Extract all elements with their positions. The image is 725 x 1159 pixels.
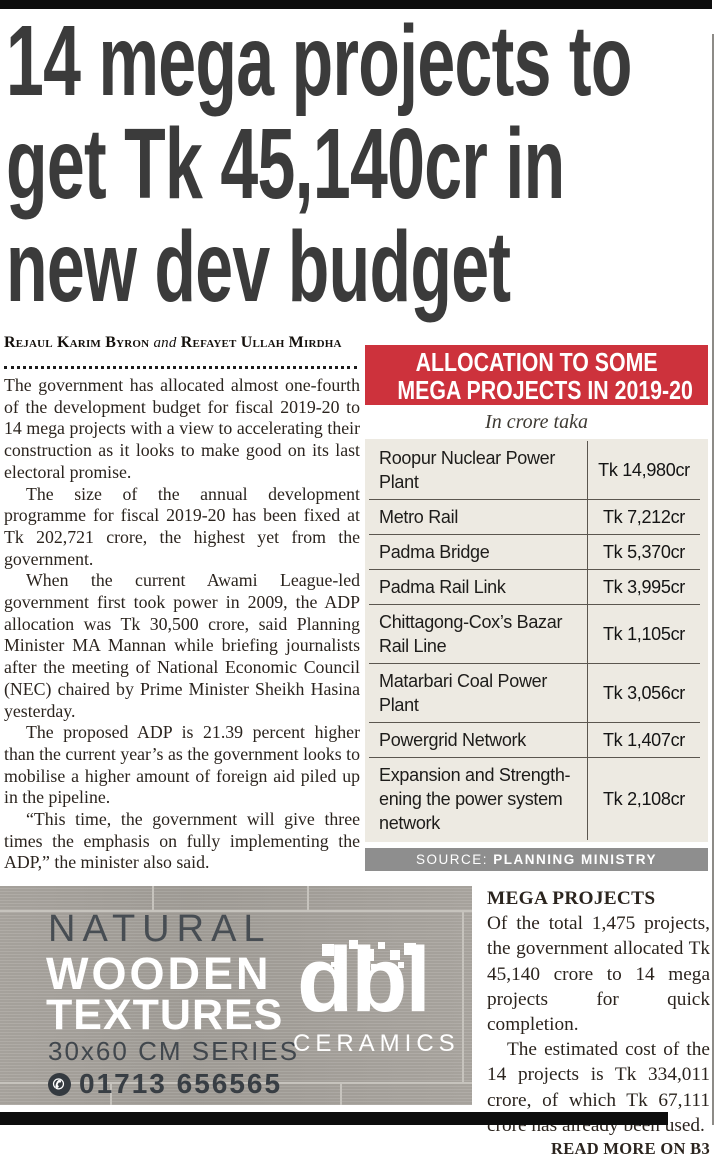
- article-paragraph: “This time, the government will give thr…: [4, 809, 360, 873]
- project-name: Expansion and Strength-ening the power s…: [379, 765, 571, 833]
- allocation-table: Roopur Nuclear Power Plant Tk 14,980cr M…: [365, 439, 708, 842]
- article-body: The government has allocated almost one-…: [4, 375, 360, 874]
- tile-grid-line: [152, 886, 154, 910]
- project-allocation: Tk 3,056cr: [587, 664, 700, 722]
- tile-grid-line: [110, 1084, 112, 1105]
- tile-grid-line: [0, 910, 472, 912]
- dbl-ceramics-logo: dbl CERAMICS: [293, 932, 460, 1058]
- advert-phone-number: 01713 656565: [79, 1068, 283, 1099]
- infographic-title-line-2: MEGA PROJECTS IN 2019-20: [397, 375, 693, 405]
- project-allocation: Tk 5,370cr: [587, 535, 700, 569]
- advert-line-textures: TEXTURES: [46, 991, 284, 1039]
- source-bar: SOURCE: PLANNING MINISTRY: [365, 848, 708, 871]
- byline-dotted-rule: [4, 360, 357, 369]
- project-allocation: Tk 7,212cr: [587, 500, 700, 534]
- project-allocation: Tk 14,980cr: [587, 441, 700, 499]
- project-name: Chittagong-Cox’s Bazar Rail Line: [379, 612, 563, 656]
- project-allocation: Tk 3,995cr: [587, 570, 700, 604]
- dbl-logo-ceramics-label: CERAMICS: [293, 1030, 460, 1057]
- table-row: Padma Bridge Tk 5,370cr: [369, 535, 700, 570]
- article-paragraph: The proposed ADP is 21.39 percent higher…: [4, 722, 360, 808]
- tile-grid-line: [462, 912, 464, 1082]
- byline-author-2: Refayet Ullah Mirdha: [180, 334, 342, 351]
- table-row: Powergrid Network Tk 1,407cr: [369, 723, 700, 758]
- headline-line-1: 14 mega projects to: [6, 5, 632, 117]
- headline-line-2: get Tk 45,140cr in: [6, 108, 565, 220]
- advert-line-series: 30x60 CM SERIES: [48, 1036, 300, 1066]
- tile-grid-line: [0, 1082, 472, 1084]
- tile-grid-line: [307, 886, 309, 910]
- table-row: Padma Rail Link Tk 3,995cr: [369, 570, 700, 605]
- source-label: SOURCE:: [415, 852, 488, 867]
- headline-line-3: new dev budget: [6, 211, 511, 323]
- project-name: Padma Rail Link: [379, 577, 506, 597]
- top-edge-bar: [0, 0, 712, 9]
- infographic-subtitle: In crore taka: [485, 411, 588, 433]
- read-more-note: READ MORE ON B3: [551, 1139, 710, 1159]
- table-row: Chittagong-Cox’s Bazar Rail Line Tk 1,10…: [369, 605, 700, 664]
- table-row: Expansion and Strength-ening the power s…: [369, 758, 700, 840]
- tile-grid-line: [340, 1084, 342, 1105]
- table-row: Metro Rail Tk 7,212cr: [369, 500, 700, 535]
- project-name: Roopur Nuclear Power Plant: [379, 448, 556, 492]
- ceramics-advert: NATURAL WOODEN TEXTURES 30x60 CM SERIES …: [0, 886, 472, 1105]
- bottom-edge-bar: [0, 1112, 668, 1125]
- phone-icon: ✆: [48, 1072, 71, 1096]
- project-allocation: Tk 2,108cr: [587, 758, 700, 840]
- infographic-title-line-1: ALLOCATION TO SOME: [415, 347, 658, 377]
- article-headline: 14 mega projects to get Tk 45,140cr in n…: [6, 10, 721, 319]
- byline-connector: and: [153, 335, 177, 351]
- project-name: Metro Rail: [379, 507, 459, 527]
- project-name: Padma Bridge: [379, 542, 490, 562]
- byline: Rejaul Karim Byron and Refayet Ullah Mir…: [4, 334, 360, 352]
- allocation-infographic: ALLOCATION TO SOME MEGA PROJECTS IN 2019…: [365, 345, 708, 871]
- article-paragraph: When the current Awami League-led govern…: [4, 570, 360, 721]
- column-divider-rule: [712, 34, 714, 1125]
- blurb-heading: MEGA PROJECTS: [487, 888, 656, 909]
- advert-line-wooden: WOODEN: [46, 948, 272, 999]
- infographic-title-banner: ALLOCATION TO SOME MEGA PROJECTS IN 2019…: [365, 345, 708, 405]
- advert-phone-row: ✆ 01713 656565: [48, 1068, 282, 1100]
- project-name: Powergrid Network: [379, 730, 526, 750]
- source-value: PLANNING MINISTRY: [493, 852, 658, 867]
- project-allocation: Tk 1,105cr: [587, 605, 700, 663]
- table-row: Matarbari Coal Power Plant Tk 3,056cr: [369, 664, 700, 723]
- advert-line-natural: NATURAL: [48, 908, 272, 950]
- table-row: Roopur Nuclear Power Plant Tk 14,980cr: [369, 441, 700, 500]
- article-paragraph: The government has allocated almost one-…: [4, 375, 360, 482]
- blurb-paragraph: Of the total 1,475 projects, the governm…: [487, 913, 710, 1036]
- article-paragraph: The size of the annual development progr…: [4, 483, 360, 569]
- project-allocation: Tk 1,407cr: [587, 723, 700, 757]
- project-name: Matarbari Coal Power Plant: [379, 671, 548, 715]
- byline-author-1: Rejaul Karim Byron: [4, 334, 150, 351]
